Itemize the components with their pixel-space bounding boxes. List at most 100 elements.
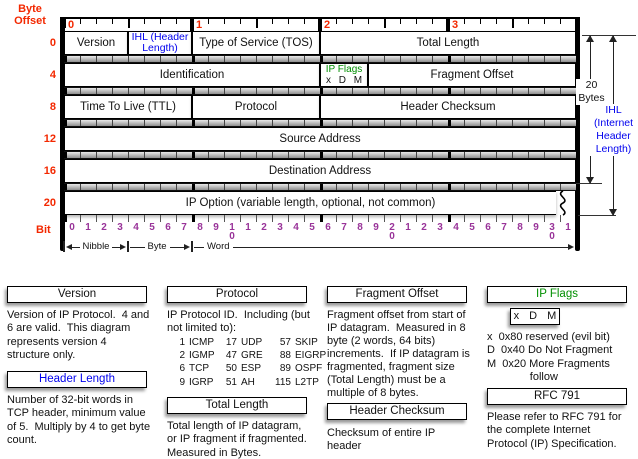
bit-number: 7	[501, 222, 507, 233]
ruler-number-3: 3	[452, 19, 459, 31]
bit-number: 1	[405, 222, 411, 233]
rfc-box-title: RFC 791	[487, 388, 627, 405]
byte-offset-label: Byte Offset	[14, 3, 46, 27]
protocol-id: 51	[225, 376, 237, 388]
field-destination-address: Destination Address	[64, 159, 576, 183]
protocol-id: 17	[225, 337, 237, 348]
field-identification: Identification	[64, 63, 320, 87]
field-version: Version	[64, 31, 128, 55]
bit-number: 8	[517, 222, 523, 233]
protocol-id: 50	[225, 363, 237, 375]
ruler-number-1: 1	[196, 19, 203, 31]
row-offset-label: 20	[43, 197, 56, 209]
nibble-arrow: Nibble	[66, 242, 126, 252]
bit-number: 2 0	[389, 222, 395, 242]
bit-number: 6	[485, 222, 491, 233]
field-ip-option: IP Option (variable length, optional, no…	[64, 191, 556, 215]
bit-number: 5	[469, 222, 475, 233]
protocol-name: ESP	[241, 363, 262, 375]
rfc-box-body: Please refer to RFC 791 for the complete…	[487, 411, 622, 450]
protocol-id: 88	[279, 350, 291, 362]
protocol-name: UDP	[241, 337, 263, 348]
bit-number: 4	[293, 222, 299, 233]
header-length-box-body: Number of 32-bit words in TCP header, mi…	[7, 394, 151, 447]
protocol-id: 9	[179, 376, 185, 388]
field-tos: Type of Service (TOS)	[192, 31, 320, 55]
fragment-offset-box-body: Fragment offset from start of IP datagra…	[327, 309, 470, 399]
protocol-id: 115	[275, 376, 291, 388]
field-ttl: Time To Live (TTL)	[64, 95, 192, 119]
ip-flags-box-title: IP Flags	[487, 286, 627, 303]
header-checksum-box-title: Header Checksum	[327, 403, 467, 420]
version-box-title: Version	[7, 286, 147, 303]
byte-tick-band	[64, 55, 576, 63]
protocol-name: ICMP	[189, 337, 214, 348]
ruler-number-0: 0	[68, 19, 75, 31]
row-offset-label: 16	[43, 165, 56, 177]
field-fragment-offset: Fragment Offset	[368, 63, 576, 87]
ruler-number-2: 2	[324, 19, 331, 31]
field-source-address: Source Address	[64, 127, 576, 151]
protocol-id: 6	[179, 363, 185, 375]
ip-flags-box-body: x 0x80 reserved (evil bit) D 0x40 Do Not…	[487, 331, 613, 384]
protocol-name: L2TP	[295, 376, 319, 388]
byte-boundary-bar	[318, 17, 322, 31]
ip-flags-xdm-box: x D M	[510, 308, 560, 325]
bit-number: 9	[213, 222, 219, 233]
byte-arrow: Byte	[130, 241, 191, 252]
protocol-name: EIGRP	[295, 350, 327, 362]
ip-flags-bits: x D M	[325, 75, 363, 86]
bit-number: 3	[277, 222, 283, 233]
protocol-id: 1	[179, 337, 185, 348]
twenty-bytes-annotation: 20 Bytes	[576, 79, 607, 105]
bit-number: 0	[69, 222, 75, 233]
word-arrow: Word	[194, 242, 574, 252]
right-border-bar	[575, 17, 580, 251]
protocol-name: TCP	[189, 363, 209, 375]
bit-number: 9	[373, 222, 379, 233]
fragment-offset-box-title: Fragment Offset	[327, 286, 467, 303]
bit-number: 1	[565, 222, 571, 233]
annotation-ihl-end-line	[578, 215, 616, 216]
bit-label: Bit	[36, 224, 51, 236]
total-length-box-title: Total Length	[167, 397, 307, 414]
bit-number: 1	[245, 222, 251, 233]
left-border-bar	[60, 17, 65, 251]
scale-divider	[127, 241, 129, 252]
bit-number: 2	[261, 222, 267, 233]
protocol-id: 89	[279, 363, 291, 375]
protocol-name: SKIP	[295, 337, 318, 348]
row-offset-label: 12	[43, 133, 56, 145]
row-offset-label: 4	[49, 69, 56, 81]
byte-boundary-bar	[190, 17, 194, 31]
header-checksum-box-body: Checksum of entire IP header	[327, 427, 436, 453]
bit-number: 5	[149, 222, 155, 233]
byte-label: Byte	[147, 241, 167, 252]
arrowhead-right-icon	[568, 244, 574, 250]
torn-edge-icon	[559, 190, 566, 216]
bottom-bit-ruler	[64, 215, 576, 222]
ip-flags-title: IP Flags	[325, 64, 363, 75]
bit-number: 3	[437, 222, 443, 233]
bit-number: 1 0	[229, 222, 235, 242]
bit-number: 6	[325, 222, 331, 233]
protocol-name: OSPF	[295, 363, 323, 375]
field-protocol: Protocol	[192, 95, 320, 119]
protocol-id: 47	[225, 350, 237, 362]
field-ihl: IHL (Header Length)	[128, 31, 192, 55]
annotation-top-line	[582, 35, 636, 36]
protocol-name: IGRP	[189, 376, 214, 388]
byte-boundary-bar	[446, 17, 450, 31]
bit-number: 2	[421, 222, 427, 233]
arrowhead-right-icon	[184, 244, 191, 250]
protocol-name: IGMP	[189, 350, 215, 362]
byte-tick-band	[64, 87, 576, 95]
bit-number: 7	[341, 222, 347, 233]
bit-number: 8	[357, 222, 363, 233]
arrowhead-left-icon	[66, 244, 72, 250]
bit-number: 5	[309, 222, 315, 233]
row-offset-label: 0	[49, 37, 56, 49]
protocol-id: 2	[179, 350, 185, 362]
bit-number: 6	[165, 222, 171, 233]
